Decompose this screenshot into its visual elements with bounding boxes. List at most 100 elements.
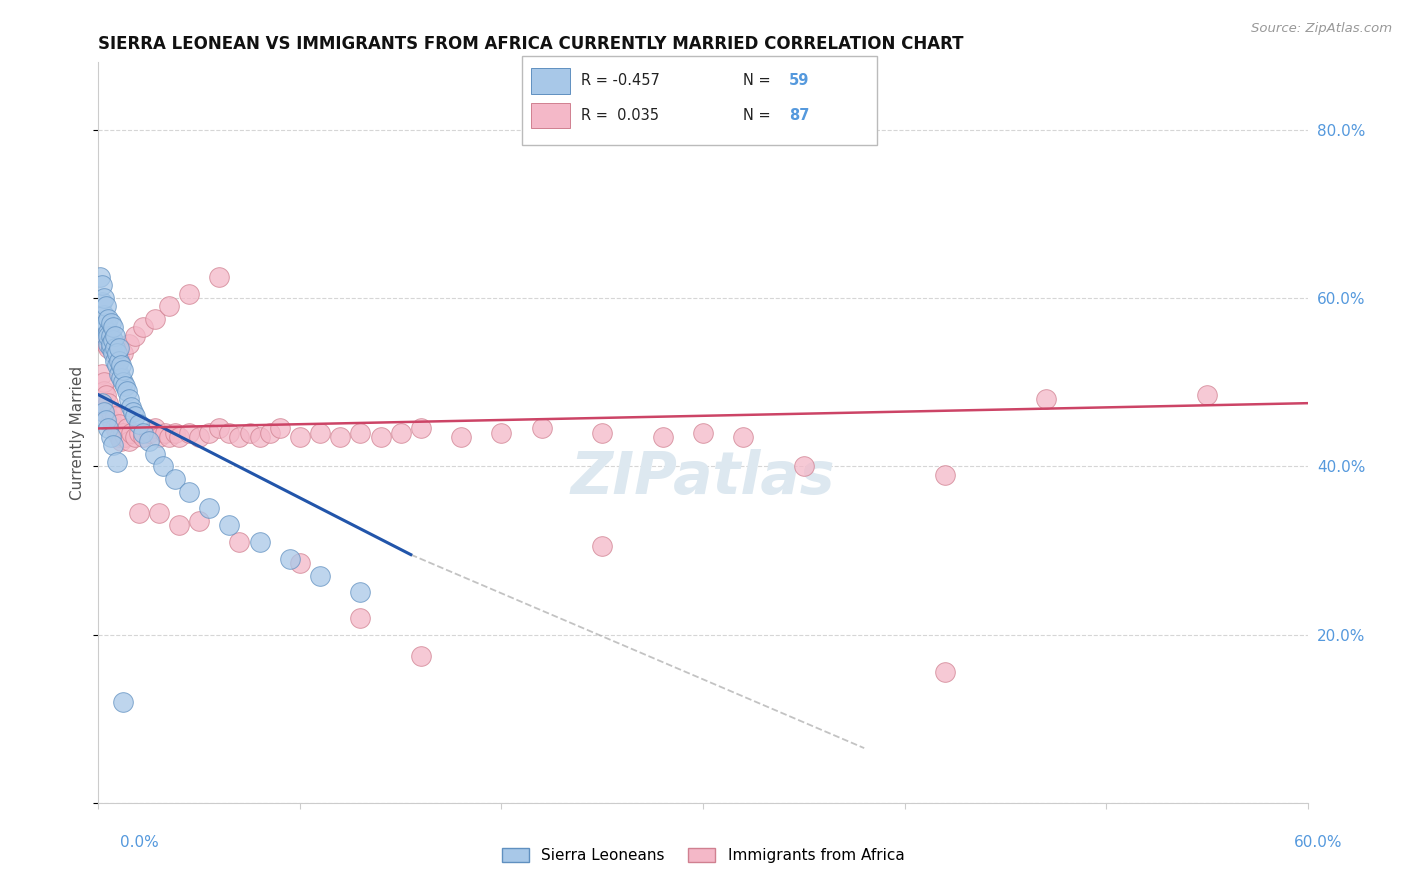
- Point: [97, 342, 120, 356]
- Point: [218, 425, 240, 440]
- Point: [198, 425, 221, 440]
- Point: [111, 375, 134, 389]
- Point: [239, 425, 262, 440]
- Point: [103, 354, 125, 368]
- Point: [934, 665, 956, 680]
- Point: [288, 556, 311, 570]
- Point: [103, 345, 125, 359]
- Point: [288, 430, 311, 444]
- Point: [93, 320, 115, 334]
- Point: [1035, 392, 1057, 406]
- Point: [208, 421, 231, 435]
- Point: [179, 484, 201, 499]
- Point: [97, 337, 120, 351]
- Point: [103, 329, 125, 343]
- Point: [103, 421, 125, 435]
- Point: [793, 459, 815, 474]
- Point: [101, 438, 124, 452]
- Text: R = -0.457: R = -0.457: [581, 73, 659, 87]
- Point: [118, 337, 141, 351]
- Point: [228, 535, 250, 549]
- Point: [409, 648, 432, 663]
- Point: [96, 300, 118, 314]
- Point: [100, 430, 122, 444]
- Point: [107, 367, 129, 381]
- Text: Source: ZipAtlas.com: Source: ZipAtlas.com: [1251, 22, 1392, 36]
- Point: [259, 425, 281, 440]
- Point: [110, 434, 132, 448]
- Point: [91, 396, 114, 410]
- Point: [100, 316, 122, 330]
- Point: [97, 329, 120, 343]
- Point: [409, 421, 432, 435]
- Point: [370, 430, 392, 444]
- Point: [450, 430, 472, 444]
- Point: [93, 308, 115, 322]
- Point: [110, 371, 132, 385]
- Point: [349, 610, 371, 624]
- Point: [96, 388, 118, 402]
- Legend: Sierra Leoneans, Immigrants from Africa: Sierra Leoneans, Immigrants from Africa: [495, 841, 911, 869]
- Point: [105, 342, 128, 356]
- Point: [163, 472, 186, 486]
- Point: [132, 425, 155, 440]
- Point: [124, 409, 146, 423]
- Point: [101, 417, 124, 432]
- Point: [179, 425, 201, 440]
- Point: [591, 539, 613, 553]
- Point: [100, 337, 122, 351]
- Point: [96, 337, 118, 351]
- Point: [733, 430, 755, 444]
- Point: [269, 421, 291, 435]
- Point: [157, 430, 180, 444]
- Point: [107, 342, 129, 356]
- Point: [128, 417, 150, 432]
- Point: [114, 430, 136, 444]
- Point: [105, 455, 128, 469]
- Point: [198, 501, 221, 516]
- Point: [309, 568, 332, 582]
- Point: [100, 342, 122, 356]
- Text: 59: 59: [789, 73, 810, 87]
- Point: [934, 467, 956, 482]
- Point: [692, 425, 714, 440]
- Y-axis label: Currently Married: Currently Married: [70, 366, 86, 500]
- Point: [148, 430, 170, 444]
- Text: N =: N =: [742, 108, 775, 122]
- Point: [101, 320, 124, 334]
- Point: [97, 396, 120, 410]
- Point: [89, 270, 111, 285]
- Point: [309, 425, 332, 440]
- Point: [143, 421, 166, 435]
- Point: [97, 312, 120, 326]
- Point: [124, 430, 146, 444]
- Point: [138, 434, 160, 448]
- FancyBboxPatch shape: [522, 56, 877, 145]
- Point: [128, 425, 150, 440]
- Point: [91, 367, 114, 381]
- Point: [111, 362, 134, 376]
- Point: [188, 514, 211, 528]
- Point: [152, 459, 174, 474]
- Point: [96, 401, 118, 415]
- Point: [228, 430, 250, 444]
- Point: [101, 342, 124, 356]
- Point: [111, 425, 134, 440]
- Point: [389, 425, 412, 440]
- Point: [89, 396, 111, 410]
- Point: [97, 325, 120, 339]
- Point: [157, 300, 180, 314]
- Point: [143, 312, 166, 326]
- Point: [100, 413, 122, 427]
- Point: [93, 291, 115, 305]
- Point: [148, 506, 170, 520]
- Text: 87: 87: [789, 108, 810, 122]
- Point: [105, 345, 128, 359]
- Point: [208, 270, 231, 285]
- Point: [349, 585, 371, 599]
- Text: SIERRA LEONEAN VS IMMIGRANTS FROM AFRICA CURRENTLY MARRIED CORRELATION CHART: SIERRA LEONEAN VS IMMIGRANTS FROM AFRICA…: [98, 35, 965, 53]
- Point: [103, 342, 125, 356]
- Point: [218, 518, 240, 533]
- Point: [93, 384, 115, 398]
- Point: [138, 425, 160, 440]
